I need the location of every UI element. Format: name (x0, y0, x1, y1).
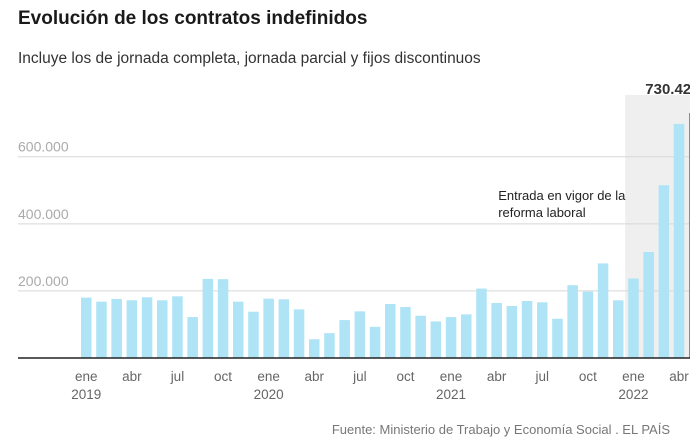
y-tick-label: 400.000 (18, 206, 69, 222)
bar (582, 291, 594, 358)
y-tick-label: 600.000 (18, 139, 69, 155)
chart-title: Evolución de los contratos indefinidos (18, 8, 368, 29)
source-note: Fuente: Ministerio de Trabajo y Economía… (331, 422, 670, 437)
x-tick-label: ene (75, 369, 98, 384)
x-tick-label: jul (352, 369, 367, 384)
bar (202, 278, 214, 358)
bar (385, 303, 396, 358)
bar (248, 311, 259, 358)
x-year-label: 2021 (436, 387, 466, 402)
highlight-value-label: 730.427 (645, 81, 690, 98)
annotation-text: reforma laboral (498, 205, 586, 220)
bar (597, 263, 609, 358)
bar (552, 318, 563, 358)
bar (339, 320, 350, 358)
bar (673, 123, 685, 358)
bar (263, 298, 274, 358)
bar (354, 311, 366, 358)
x-tick-label: jul (534, 369, 549, 384)
x-tick-label: ene (257, 369, 280, 384)
bar (309, 339, 320, 358)
bar (400, 307, 411, 358)
bar (476, 288, 487, 358)
bar (658, 185, 670, 358)
x-year-label: 2020 (254, 387, 284, 402)
x-tick-label: abr (669, 369, 689, 384)
bar (126, 300, 138, 358)
bar (613, 300, 624, 358)
bar (81, 297, 92, 358)
bar (491, 302, 502, 358)
x-tick-label: ene (622, 369, 645, 384)
bar (96, 301, 107, 358)
bar (430, 321, 442, 358)
bar (233, 301, 244, 358)
bar (628, 278, 639, 358)
y-tick-label: 200.000 (18, 273, 69, 289)
bar (415, 315, 426, 358)
bar (506, 306, 518, 358)
bar (111, 298, 122, 358)
bar (521, 300, 533, 358)
bar (217, 279, 229, 358)
bar (324, 333, 335, 358)
annotation-text: Entrada en vigor de la (498, 188, 626, 203)
bar (141, 297, 153, 358)
x-year-label: 2019 (71, 387, 101, 402)
bar (643, 252, 654, 358)
x-tick-label: abr (487, 369, 507, 384)
x-tick-label: oct (214, 369, 232, 384)
bar (369, 326, 381, 358)
x-tick-label: abr (304, 369, 324, 384)
x-tick-label: oct (579, 369, 597, 384)
bar (187, 317, 198, 358)
bar (567, 285, 578, 358)
x-tick-label: jul (170, 369, 185, 384)
bar (537, 302, 548, 358)
x-year-label: 2022 (618, 387, 648, 402)
x-tick-label: oct (396, 369, 414, 384)
bar (172, 296, 183, 358)
chart-subtitle: Incluye los de jornada completa, jornada… (18, 50, 481, 67)
bar-chart: 200.000 400.000 600.000 730.427 Entrada en v… (18, 81, 690, 402)
x-tick-label: ene (440, 369, 463, 384)
bar (461, 314, 472, 358)
bar (293, 309, 305, 358)
bar (278, 299, 290, 358)
x-tick-label: abr (122, 369, 142, 384)
bar (157, 300, 168, 358)
bar (445, 317, 457, 358)
